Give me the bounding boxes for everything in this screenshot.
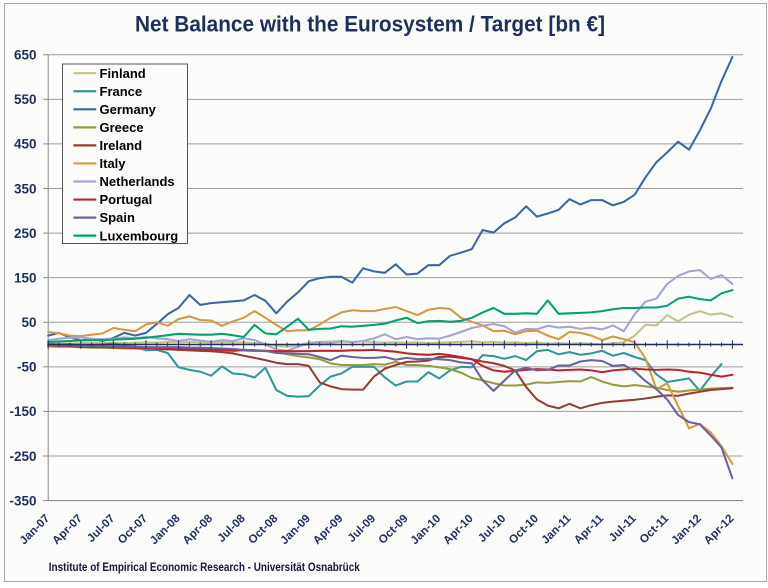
svg-text:Institute of Empirical Economi: Institute of Empirical Economic Research… <box>49 560 360 574</box>
svg-text:Netherlands: Netherlands <box>100 174 175 189</box>
svg-text:Italy: Italy <box>100 156 127 171</box>
svg-text:Ireland: Ireland <box>100 138 143 153</box>
svg-text:Greece: Greece <box>100 120 144 135</box>
svg-text:France: France <box>100 84 143 99</box>
svg-text:650: 650 <box>14 48 37 63</box>
svg-text:350: 350 <box>14 181 37 196</box>
svg-text:-250: -250 <box>9 449 36 464</box>
svg-text:Finland: Finland <box>100 66 146 81</box>
svg-text:Spain: Spain <box>100 210 135 225</box>
svg-text:250: 250 <box>14 226 37 241</box>
svg-text:450: 450 <box>14 137 37 152</box>
svg-text:Net Balance with the Eurosyste: Net Balance with the Eurosystem / Target… <box>135 11 605 36</box>
svg-text:Portugal: Portugal <box>100 192 153 207</box>
svg-text:-50: -50 <box>17 360 37 375</box>
svg-text:150: 150 <box>14 270 37 285</box>
svg-text:550: 550 <box>14 92 37 107</box>
svg-text:50: 50 <box>21 315 36 330</box>
svg-text:-350: -350 <box>9 493 36 508</box>
svg-text:Germany: Germany <box>100 102 157 117</box>
svg-text:-150: -150 <box>9 404 36 419</box>
svg-text:Luxembourg: Luxembourg <box>100 228 179 243</box>
